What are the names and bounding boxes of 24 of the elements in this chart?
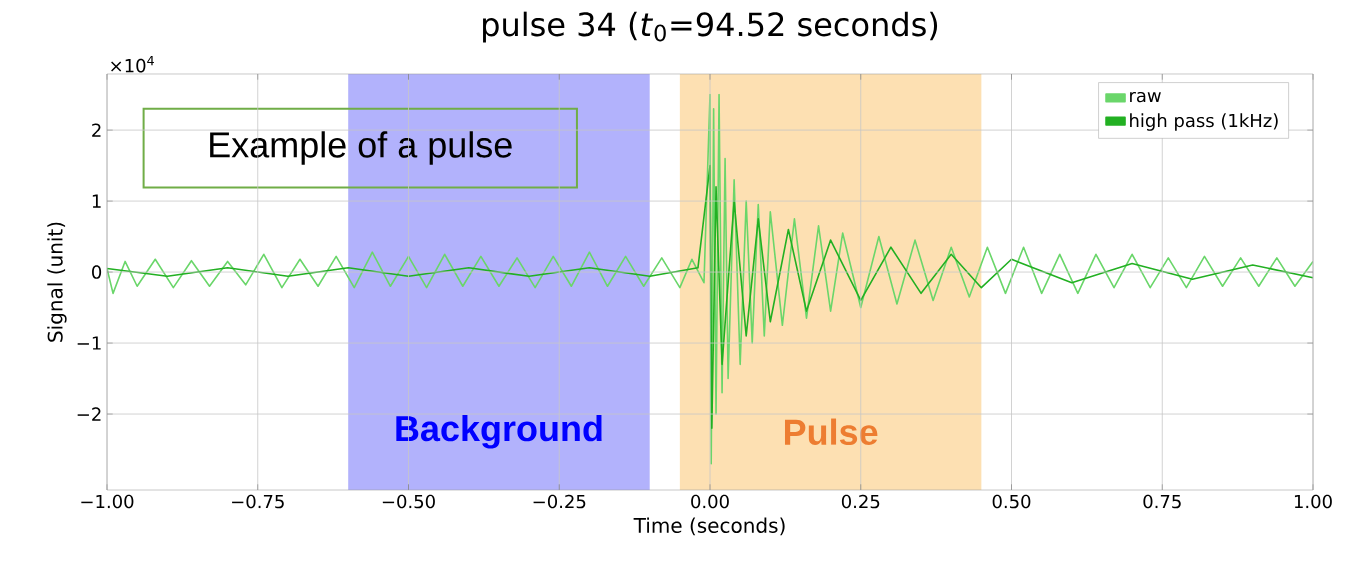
y-tick-label: 2 [92,123,101,137]
x-tick-label: 0.75 [1143,494,1181,509]
y-tick-label: 0 [92,265,102,279]
band-label: Pulse [784,418,878,445]
x-tick-label: 1.00 [1294,494,1332,509]
y-tick-label: 1 [92,194,101,208]
x-tick-label: 0.50 [992,494,1031,509]
x-tick-label: −0.50 [382,494,435,509]
line-series [107,93,1314,465]
legend-label: raw [1130,91,1161,103]
x-tick-label: −1.00 [81,494,134,509]
x-tick-label: −0.25 [533,494,586,509]
y-axis-title: Signal (unit) [47,222,67,342]
legend-label: high pass (1kHz) [1130,113,1278,131]
x-tick-label: −0.75 [232,494,284,509]
y-tick-label: −1 [77,336,101,350]
band-label: Background [396,414,602,449]
x-tick-label: 0.25 [841,494,880,509]
annotation: Example of a pulse [210,131,512,165]
text: ×10$^{4}$ [111,55,154,73]
x-axis-title: Time (seconds) [633,517,785,536]
y-tick-label: −2 [77,407,101,421]
x-tick-label: 0.00 [691,494,729,509]
chart-title: pulse 34 (t$_{0}$=94.52 seconds) [483,11,938,43]
